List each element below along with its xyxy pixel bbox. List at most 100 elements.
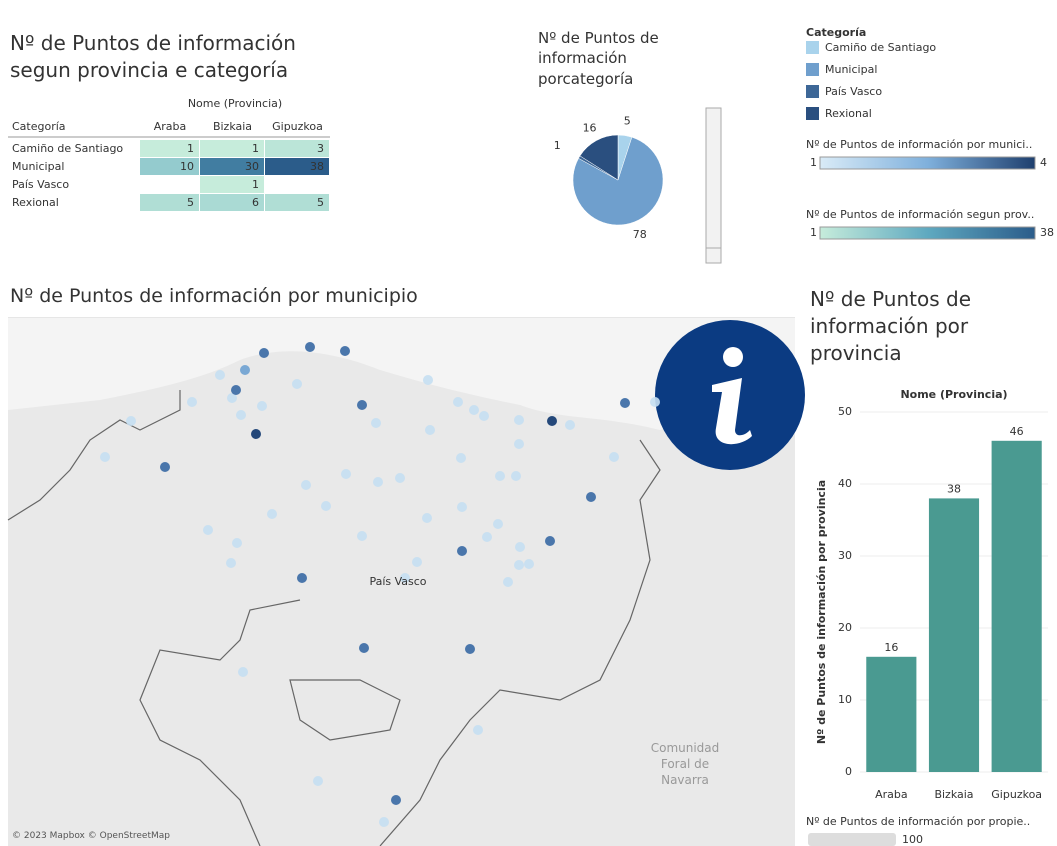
map-point [292, 379, 302, 389]
map-point [251, 429, 261, 439]
map-point [456, 453, 466, 463]
heatmap-cell [200, 176, 264, 193]
size-label: 100 [902, 833, 923, 846]
column-label: Araba [154, 120, 187, 133]
bar-label: 38 [947, 482, 961, 495]
sea [8, 318, 795, 430]
map-point [160, 462, 170, 472]
map-point [457, 502, 467, 512]
map-point [232, 538, 242, 548]
map-point [395, 473, 405, 483]
map-point [259, 348, 269, 358]
map-label: Comunidad Foral de Navarra [650, 741, 720, 788]
legend-label: Rexional [825, 107, 872, 120]
heatmap-cell [265, 158, 329, 175]
map-point [321, 501, 331, 511]
heatmap-cell [140, 158, 199, 175]
map-point [650, 397, 660, 407]
x-header: Nome (Provincia) [900, 388, 1007, 401]
map-point [547, 416, 557, 426]
map-point [400, 573, 410, 583]
map-point [267, 509, 277, 519]
y-tick-label: 50 [838, 405, 852, 418]
map-point [236, 410, 246, 420]
map-point [126, 416, 136, 426]
map-title: Nº de Puntos de información por municipi… [10, 285, 418, 307]
color-ramp [819, 226, 1036, 240]
row-label: Camiño de Santiago [12, 142, 123, 155]
map-point [457, 546, 467, 556]
map-label: País Vasco [369, 575, 426, 588]
cell-label: 3 [317, 142, 324, 155]
map-point [495, 471, 505, 481]
legend-title: Nº de Puntos de información segun prov.. [806, 208, 1034, 221]
cell-label: 10 [180, 160, 194, 173]
bar-label: 46 [1010, 425, 1024, 438]
y-tick-label: 30 [838, 549, 852, 562]
x-tick-label: Araba [875, 788, 908, 801]
map-point [473, 725, 483, 735]
y-axis-label: Nº de Puntos de información por provinci… [815, 480, 828, 744]
pie-label: 1 [554, 139, 561, 152]
bar [928, 498, 980, 772]
map-point [226, 558, 236, 568]
row-label: Municipal [12, 160, 64, 173]
legend-swatch [806, 41, 819, 54]
map-point [453, 397, 463, 407]
y-tick-label: 10 [838, 693, 852, 706]
pie-label: 16 [583, 121, 597, 134]
heatmap-cell [200, 140, 264, 157]
map-point [371, 418, 381, 428]
map-point [524, 559, 534, 569]
borders [7, 390, 661, 846]
map-point [373, 477, 383, 487]
map-point [545, 536, 555, 546]
map-point [391, 795, 401, 805]
pie-slice [572, 136, 664, 226]
map-point [565, 420, 575, 430]
legend-label: Camiño de Santiago [825, 41, 936, 54]
legend-title: Nº de Puntos de información por propie.. [806, 815, 1030, 828]
map-point [341, 469, 351, 479]
map-point [514, 439, 524, 449]
map-point [203, 525, 213, 535]
map-point [586, 492, 596, 502]
map-point [469, 405, 479, 415]
ramp-min: 1 [810, 156, 817, 169]
map-point [412, 557, 422, 567]
map-point [240, 365, 250, 375]
pie-label: 5 [624, 115, 631, 128]
map-point [620, 398, 630, 408]
info-icon-glyph [712, 378, 752, 445]
row-label: País Vasco [12, 178, 69, 191]
legend-swatch [806, 107, 819, 120]
map-point [257, 401, 267, 411]
map-point [297, 573, 307, 583]
map-point [357, 400, 367, 410]
y-tick-label: 20 [838, 621, 852, 634]
y-tick-label: 40 [838, 477, 852, 490]
map-point [479, 411, 489, 421]
cell-label: 5 [317, 196, 324, 209]
column-label: Gipuzkoa [272, 120, 323, 133]
cell-label: 1 [252, 178, 259, 191]
column-header: Nome (Provincia) [188, 97, 282, 110]
map-point [340, 346, 350, 356]
cell-label: 38 [310, 160, 324, 173]
x-tick-label: Gipuzkoa [991, 788, 1042, 801]
heatmap-cell [200, 194, 264, 211]
map-point [313, 776, 323, 786]
map-point [493, 519, 503, 529]
map-point [305, 342, 315, 352]
heatmap-cell [265, 194, 329, 211]
map-point [227, 393, 237, 403]
cell-label: 1 [187, 142, 194, 155]
scrollbar [705, 107, 722, 264]
bar-label: 16 [884, 641, 898, 654]
heatmap-cell [200, 158, 264, 175]
map-point [465, 644, 475, 654]
legend-label: Municipal [825, 63, 877, 76]
heatmap-title: Nº de Puntos de información segun provin… [10, 31, 296, 82]
